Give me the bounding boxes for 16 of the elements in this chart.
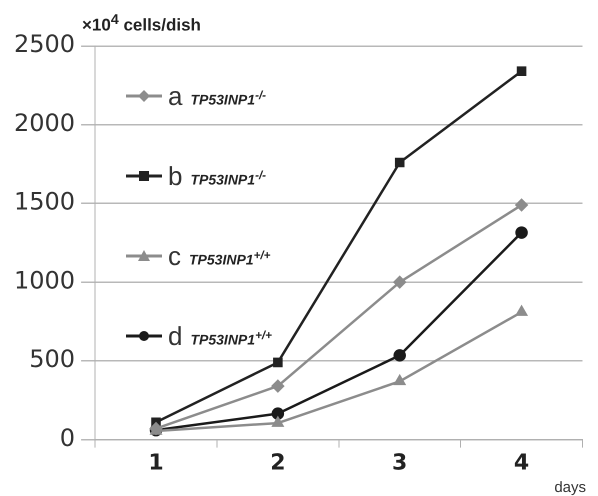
x-tick-label: 3: [392, 450, 408, 476]
y-tick-label: 2500: [14, 30, 76, 58]
legend-label: c TP53INP1$^{+/+}$: [168, 240, 270, 272]
y-axis-title: ×10$^{4}$ cells/dish: [82, 12, 201, 36]
y-tick-label: 1500: [14, 188, 76, 216]
legend-label: d TP53INP1$^{+/+}$: [168, 320, 272, 352]
y-tick-label: 2000: [14, 108, 76, 137]
x-axis-title: days: [554, 479, 586, 496]
x-tick-label: 2: [270, 450, 286, 476]
legend-label: a TP53INP1$^{-/-}$: [168, 80, 266, 112]
y-tick-label: 1000: [14, 266, 76, 294]
y-tick-label: 0: [60, 424, 76, 452]
x-tick-label: 1: [148, 450, 164, 476]
x-tick-label: 4: [514, 450, 530, 476]
legend-label: b TP53INP1$^{-/-}$: [168, 160, 266, 192]
y-tick-label: 500: [29, 345, 76, 374]
